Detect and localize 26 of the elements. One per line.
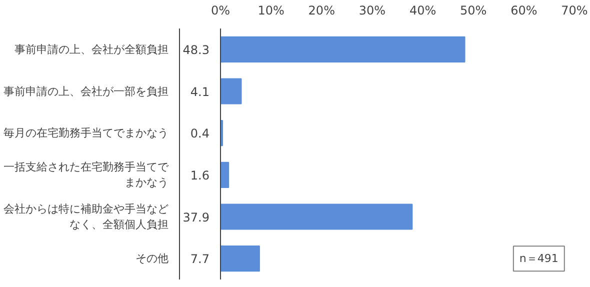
x-tick-label: 0%: [210, 4, 230, 18]
y-tick-label: 事前申請の上、会社が一部を負担: [4, 84, 168, 98]
bar: [220, 78, 242, 104]
x-tick-label: 10%: [258, 4, 284, 18]
y-tick-label: 会社からは特に補助金や手当などなく、全額個人負担: [4, 202, 168, 232]
bar: [220, 246, 260, 272]
y-tick-label: 事前申請の上、会社が全額負担: [14, 42, 168, 56]
bar: [220, 162, 230, 188]
y-tick-label: その他: [136, 252, 168, 266]
data-label: 48.3: [182, 42, 210, 57]
annotation: n＝491: [519, 252, 558, 266]
data-label: 4.1: [190, 84, 210, 99]
data-label: 37.9: [182, 210, 210, 224]
x-tick-label: 70%: [561, 4, 588, 18]
data-label: 0.4: [190, 126, 210, 141]
data-label: 7.7: [190, 252, 210, 266]
x-tick-label: 60%: [510, 4, 538, 18]
data-label: 1.6: [190, 168, 210, 182]
bar: [220, 204, 413, 230]
x-tick-label: 40%: [409, 4, 436, 18]
x-tick-label: 30%: [358, 4, 386, 18]
y-tick-label: 毎月の在宅勤務手当てでまかなう: [4, 126, 168, 140]
x-tick-label: 20%: [308, 4, 335, 18]
y-tick-label: 一括支給された在宅勤務手当てでまかなう: [4, 160, 170, 190]
x-tick-label: 50%: [460, 4, 487, 18]
bar: [220, 36, 466, 62]
